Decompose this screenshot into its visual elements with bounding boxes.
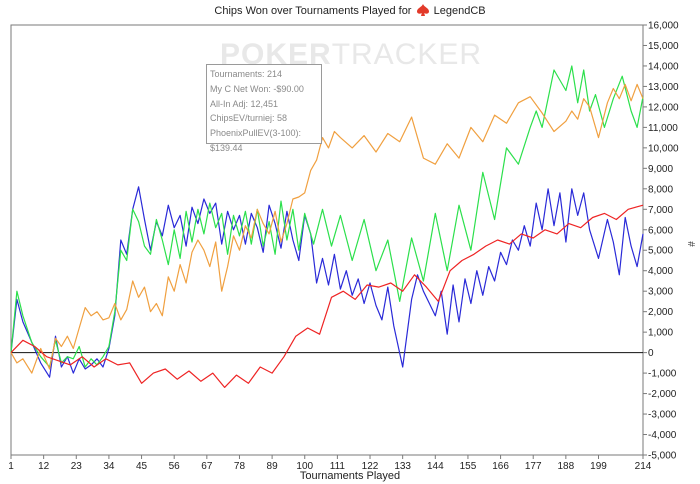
y-tick-label: 16,000	[648, 21, 679, 32]
y-tick-label: -1,000	[648, 369, 677, 380]
x-tick-label: 89	[267, 461, 279, 472]
tooltip-line: Tournaments: 214	[210, 69, 283, 79]
y-tick-label: 11,000	[648, 123, 678, 134]
x-tick-label: 78	[234, 461, 246, 472]
title-player: LegendCB	[433, 5, 486, 17]
y-tick-label: 8,000	[648, 184, 673, 195]
y-tick-label: -2,000	[648, 389, 677, 400]
x-tick-label: 23	[71, 461, 83, 472]
y-tick-label: 15,000	[648, 41, 679, 52]
x-tick-label: 214	[635, 461, 652, 472]
y-axis-label: #	[685, 241, 696, 247]
x-tick-label: 100	[296, 461, 313, 472]
y-tick-label: -5,000	[648, 451, 677, 462]
series-lines	[10, 65, 644, 388]
x-tick-label: 199	[590, 461, 607, 472]
y-tick-label: 5,000	[648, 246, 673, 257]
x-tick-label: 111	[330, 461, 346, 472]
y-tick-label: 9,000	[648, 164, 673, 175]
x-tick-label: 133	[394, 461, 411, 472]
x-tick-label: 166	[492, 461, 509, 472]
series-line-3	[10, 83, 644, 374]
y-tick-label: 2,000	[648, 307, 673, 318]
spade-logo-icon	[416, 4, 429, 16]
x-tick-label: 122	[362, 461, 379, 472]
x-tick-label: 177	[525, 461, 542, 472]
tooltip-line: PhoenixPullEV(3-100): $139.44	[210, 128, 302, 153]
summary-tooltip: Tournaments: 214 My C Net Won: -$90.00 A…	[206, 64, 322, 153]
x-tick-label: 12	[38, 461, 50, 472]
x-axis-label: Tournaments Played	[299, 470, 401, 482]
x-tick-label: 34	[103, 461, 115, 472]
x-tick-label: 155	[460, 461, 477, 472]
series-line-1	[10, 186, 644, 378]
tooltip-line: ChipsEV/turniej: 58	[210, 113, 288, 124]
y-tick-label: 13,000	[648, 82, 679, 93]
x-tick-label: 67	[201, 461, 213, 472]
x-tick-label: 188	[558, 461, 575, 472]
x-tick-label: 1	[8, 461, 14, 472]
title-prefix: Chips Won over Tournaments Played for	[214, 5, 412, 17]
plot-border	[10, 24, 644, 456]
x-tick-label: 56	[169, 461, 181, 472]
plot-frame	[10, 24, 644, 456]
y-tick-label: 12,000	[648, 102, 679, 113]
y-tick-label: 4,000	[648, 266, 673, 277]
tooltip-line: My C Net Won: -$90.00	[210, 83, 304, 94]
y-tick-label: -4,000	[648, 430, 677, 441]
y-tick-label: 6,000	[648, 225, 673, 236]
x-axis: 1 12 23 34 45 56 67 78 89 100 111 122 133 144 155 166 17…	[8, 455, 652, 472]
tooltip-line: All-In Adj: 12,451	[210, 98, 279, 109]
series-line-4	[10, 204, 644, 388]
x-tick-label: 144	[427, 461, 444, 472]
y-tick-label: 3,000	[648, 287, 673, 298]
y-tick-label: 1,000	[648, 328, 673, 339]
watermark-part-2: TRACKER	[331, 38, 483, 71]
y-axis: -5,000 -4,000 -3,000 -2,000 -1,000 0 1,000 2,00…	[643, 21, 679, 462]
chart-title: Chips Won over Tournaments Played for Le…	[0, 4, 700, 17]
series-line-2	[10, 65, 644, 368]
y-tick-label: 10,000	[648, 143, 679, 154]
y-tick-label: 0	[648, 348, 654, 359]
y-tick-label: 7,000	[648, 205, 673, 216]
x-tick-label: 45	[136, 461, 148, 472]
y-tick-label: 14,000	[648, 61, 679, 72]
y-tick-label: -3,000	[648, 410, 677, 421]
